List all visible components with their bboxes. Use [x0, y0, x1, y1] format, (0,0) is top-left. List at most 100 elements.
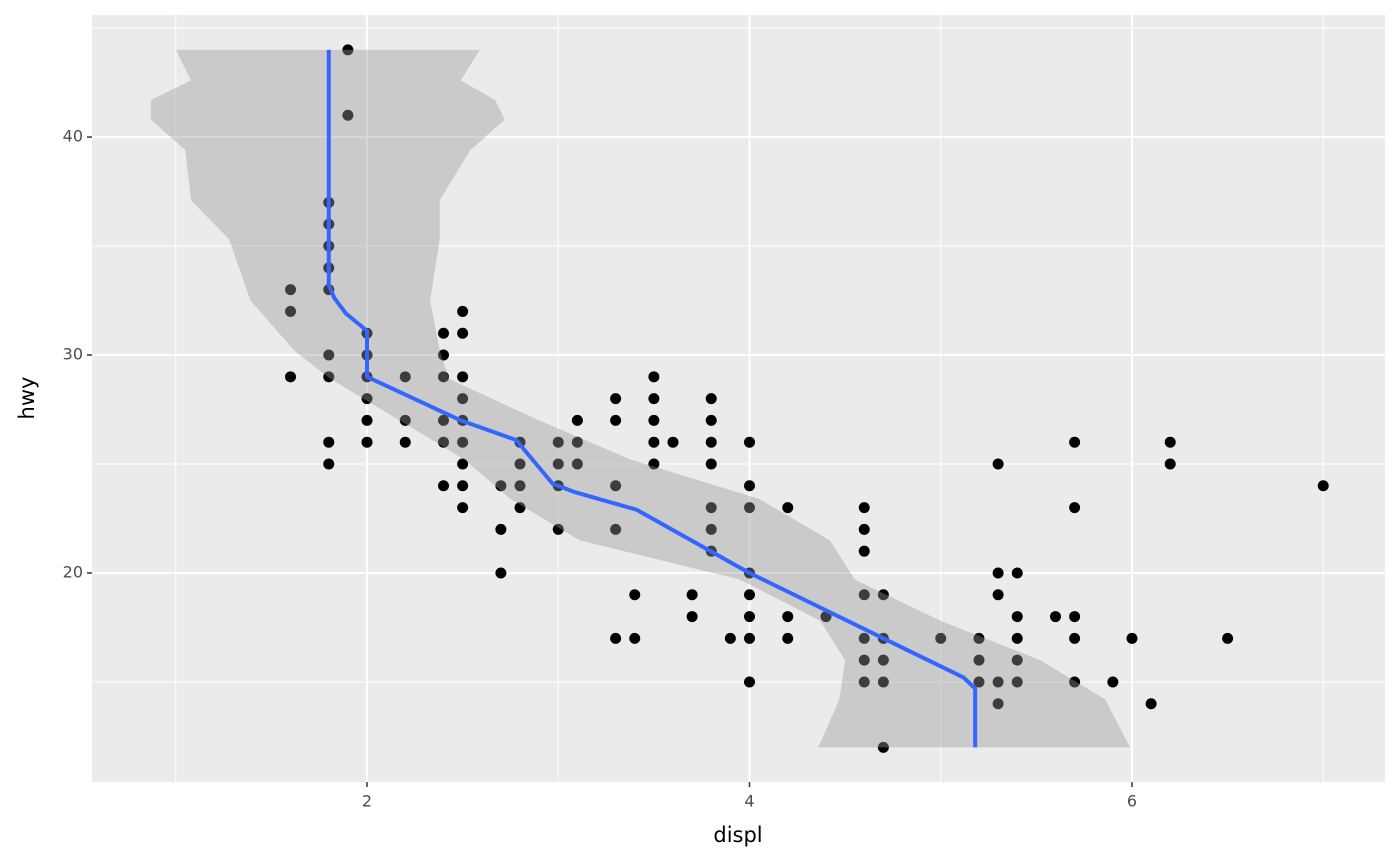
point	[342, 44, 354, 56]
point	[1069, 436, 1081, 448]
point	[610, 414, 622, 426]
point	[973, 676, 985, 688]
point	[973, 654, 985, 666]
point	[858, 632, 870, 644]
point	[877, 654, 889, 666]
point	[877, 589, 889, 601]
point	[743, 502, 755, 514]
point	[285, 284, 297, 296]
x-axis-title: displ	[713, 823, 762, 847]
point	[992, 458, 1004, 470]
point	[743, 436, 755, 448]
point	[438, 414, 450, 426]
point	[1011, 567, 1023, 579]
point	[552, 458, 564, 470]
point	[495, 480, 507, 492]
point	[1049, 611, 1061, 623]
point	[1145, 698, 1157, 710]
point	[514, 480, 526, 492]
point	[1164, 436, 1176, 448]
point	[935, 632, 947, 644]
x-tick-label: 4	[744, 792, 754, 811]
point	[610, 523, 622, 535]
smooth-line	[326, 49, 978, 748]
point	[1317, 480, 1329, 492]
point	[743, 632, 755, 644]
point	[743, 611, 755, 623]
point	[877, 741, 889, 753]
panel	[92, 15, 1385, 782]
point	[610, 393, 622, 405]
point	[992, 698, 1004, 710]
y-tick-label: 20	[63, 562, 83, 581]
point	[1069, 611, 1081, 623]
point	[1164, 458, 1176, 470]
point	[743, 589, 755, 601]
point	[667, 436, 679, 448]
point	[1011, 654, 1023, 666]
point	[399, 414, 411, 426]
point	[724, 632, 736, 644]
point	[992, 589, 1004, 601]
point	[323, 436, 335, 448]
point	[610, 632, 622, 644]
point	[323, 458, 335, 470]
point	[992, 676, 1004, 688]
point	[323, 371, 335, 383]
point	[495, 567, 507, 579]
point	[705, 458, 717, 470]
point	[610, 480, 622, 492]
point	[782, 632, 794, 644]
point	[438, 480, 450, 492]
point	[438, 349, 450, 361]
grid	[92, 15, 1385, 782]
point	[686, 589, 698, 601]
point	[743, 676, 755, 688]
point	[514, 458, 526, 470]
point	[648, 414, 660, 426]
point	[686, 611, 698, 623]
point	[342, 109, 354, 121]
point	[629, 589, 641, 601]
point	[705, 523, 717, 535]
point	[705, 414, 717, 426]
point	[552, 436, 564, 448]
point	[743, 480, 755, 492]
point	[457, 327, 469, 339]
point	[1069, 502, 1081, 514]
x-tick-label: 6	[1127, 792, 1137, 811]
point	[323, 349, 335, 361]
point	[858, 676, 870, 688]
y-tick-label: 40	[63, 127, 83, 146]
point	[457, 393, 469, 405]
point	[1107, 676, 1119, 688]
point	[858, 502, 870, 514]
point	[457, 502, 469, 514]
point	[648, 458, 660, 470]
point	[285, 371, 297, 383]
point	[858, 589, 870, 601]
point	[514, 502, 526, 514]
point	[495, 523, 507, 535]
point	[629, 632, 641, 644]
point	[705, 502, 717, 514]
point	[1011, 676, 1023, 688]
point	[571, 414, 583, 426]
point	[992, 567, 1004, 579]
point	[457, 305, 469, 317]
x-tick-label: 2	[362, 792, 372, 811]
point	[782, 611, 794, 623]
point	[648, 436, 660, 448]
y-axis-title: hwy	[15, 377, 39, 420]
point	[457, 480, 469, 492]
point	[1069, 676, 1081, 688]
point	[285, 305, 297, 317]
ribbon-layer	[150, 49, 1131, 748]
point	[552, 523, 564, 535]
point	[858, 523, 870, 535]
point	[571, 436, 583, 448]
point	[1222, 632, 1234, 644]
y-tick-label: 30	[63, 345, 83, 364]
point	[457, 371, 469, 383]
point	[399, 371, 411, 383]
